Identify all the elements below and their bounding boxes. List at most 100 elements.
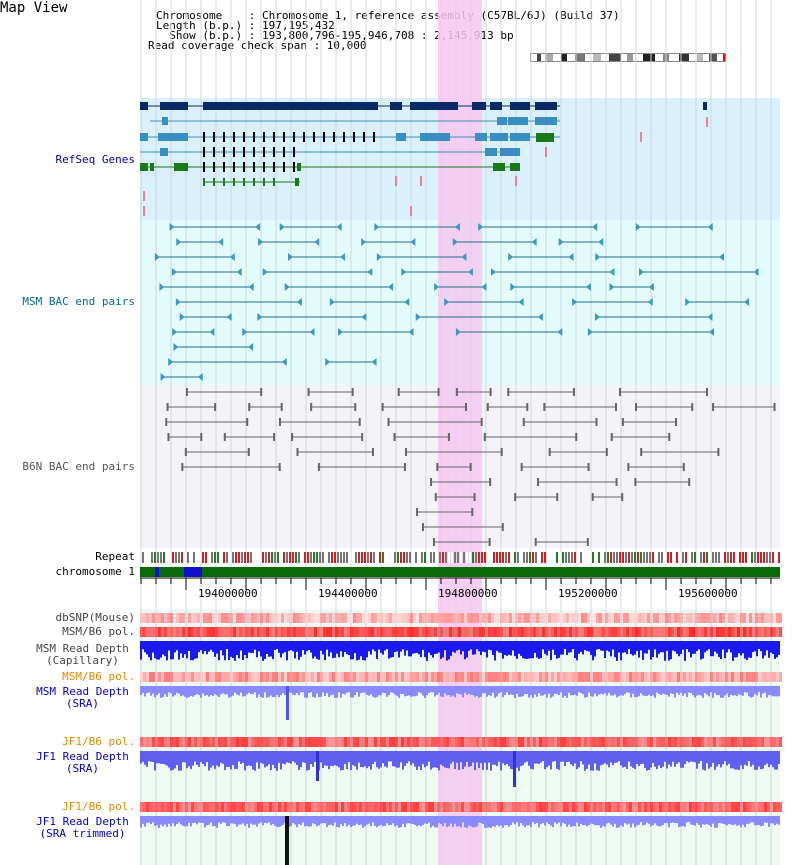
track-label-jf1-depth[interactable]: JF1 Read Depth (SRA)	[20, 751, 145, 775]
track-label-jf1-pol2[interactable]: JF1/B6 pol.	[62, 800, 135, 813]
depth-bar	[462, 751, 464, 770]
repeat-element	[373, 552, 375, 563]
track-label-b6n-bac[interactable]: B6N BAC end pairs	[22, 460, 135, 473]
depth-bar	[726, 751, 728, 766]
heat-cell	[524, 802, 527, 812]
heat-cell	[236, 613, 239, 623]
depth-bar	[374, 686, 376, 698]
heat-cell	[743, 737, 746, 747]
heat-cell	[599, 613, 602, 623]
repeat-element	[376, 552, 378, 563]
track-label-msm-depth-cap[interactable]: MSM Read Depth (Capillary)	[20, 643, 145, 667]
depth-bar	[194, 686, 196, 696]
depth-bar	[402, 686, 404, 695]
track-label-msm-pol[interactable]: MSM/B6 pol.	[62, 625, 135, 638]
depth-bar	[216, 751, 218, 766]
track-label-jf1-pol[interactable]: JF1/B6 pol.	[62, 735, 135, 748]
gene-exon	[535, 102, 557, 110]
depth-bar	[276, 686, 278, 695]
heat-cell	[446, 802, 449, 812]
heat-cell	[764, 627, 767, 637]
heat-cell	[668, 737, 671, 747]
depth-bar	[412, 686, 414, 697]
track-label-msm-depth-sra[interactable]: MSM Read Depth (SRA)	[20, 686, 145, 710]
heat-cell	[233, 613, 236, 623]
heat-cell	[704, 802, 707, 812]
bac-end	[691, 403, 694, 411]
gene-marker	[143, 191, 145, 201]
heat-cell	[488, 802, 491, 812]
depth-bar	[552, 751, 554, 762]
depth-bar	[426, 751, 428, 766]
repeat-element	[385, 552, 387, 563]
heat-cell	[179, 613, 182, 623]
heat-cell	[617, 737, 620, 747]
depth-bar	[472, 641, 474, 655]
heat-cell	[395, 802, 398, 812]
heat-cell	[452, 737, 455, 747]
track-label-msm-bac[interactable]: MSM BAC end pairs	[22, 295, 135, 308]
msm-depth-cap-title: MSM Read Depth	[36, 642, 129, 655]
heat-cell	[377, 737, 380, 747]
repeat-element	[652, 552, 654, 563]
depth-bar	[674, 816, 676, 824]
heat-cell	[560, 737, 563, 747]
track-label-dbsnp[interactable]: dbSNP(Mouse)	[55, 611, 135, 624]
track-label-msm-pol2[interactable]: MSM/B6 pol.	[62, 670, 135, 683]
repeat-element	[424, 552, 426, 563]
heat-cell	[305, 627, 308, 637]
depth-bar	[198, 751, 200, 767]
heat-cell	[662, 737, 665, 747]
heat-cell	[407, 613, 410, 623]
heat-cell	[716, 737, 719, 747]
depth-bar	[248, 686, 250, 693]
depth-bar	[734, 816, 736, 825]
bac-end	[486, 403, 489, 411]
depth-bar	[546, 686, 548, 698]
heat-cell	[758, 672, 761, 682]
heat-cell	[179, 672, 182, 682]
repeat-element	[628, 552, 630, 563]
heat-cell	[161, 802, 164, 812]
depth-bar	[302, 686, 304, 693]
heat-cell	[491, 802, 494, 812]
heat-cell	[464, 737, 467, 747]
track-label-refseq[interactable]: RefSeq Genes	[55, 153, 135, 166]
depth-spike	[316, 751, 319, 781]
depth-bar	[548, 816, 550, 825]
depth-bar	[752, 686, 754, 697]
heat-cell	[728, 737, 731, 747]
heat-cell	[701, 802, 704, 812]
heat-cell	[218, 627, 221, 637]
track-label-jf1-trim[interactable]: JF1 Read Depth (SRA trimmed)	[20, 816, 145, 840]
depth-bar	[210, 816, 212, 823]
depth-bar	[622, 751, 624, 768]
heat-cell	[641, 672, 644, 682]
depth-bar	[340, 816, 342, 825]
heat-cell	[173, 613, 176, 623]
depth-bar	[636, 641, 638, 652]
depth-bar	[662, 816, 664, 825]
repeat-element	[214, 552, 216, 563]
depth-bar	[600, 751, 602, 766]
depth-bar	[394, 641, 396, 652]
gene-exon	[420, 133, 450, 141]
depth-bar	[222, 816, 224, 823]
repeat-element	[667, 552, 669, 563]
heat-cell	[482, 802, 485, 812]
depth-bar	[148, 751, 150, 762]
gene-exon	[233, 162, 235, 172]
depth-bar	[218, 816, 220, 823]
bac-end	[171, 268, 177, 276]
depth-bar	[242, 686, 244, 697]
depth-bar	[150, 751, 152, 762]
heat-cell	[407, 802, 410, 812]
bac-end	[598, 238, 604, 246]
heat-cell	[617, 802, 620, 812]
track-label-repeat[interactable]: Repeat	[95, 550, 135, 563]
repeat-element	[637, 552, 639, 563]
gene-exon	[162, 117, 168, 125]
heat-cell	[401, 672, 404, 682]
depth-bar	[686, 686, 688, 698]
